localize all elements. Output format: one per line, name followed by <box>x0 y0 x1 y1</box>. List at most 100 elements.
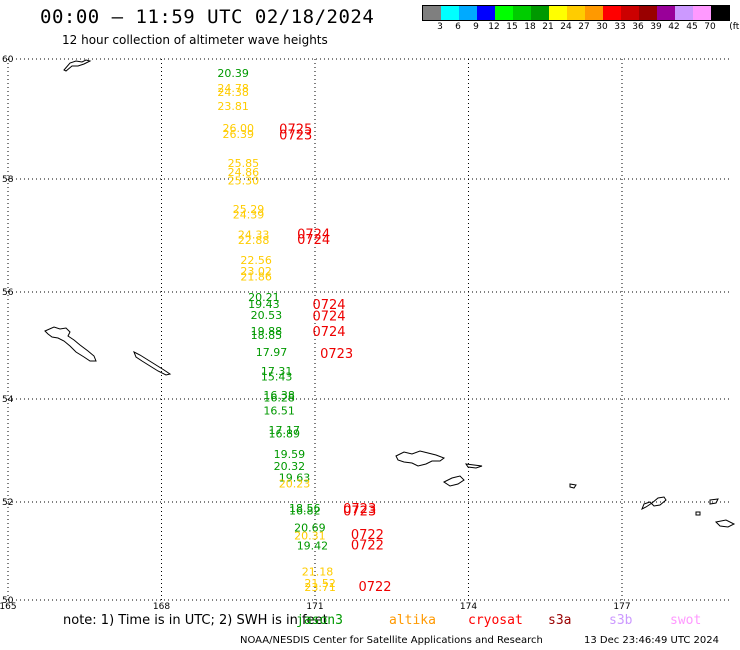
color-scale-swatch <box>459 6 477 20</box>
color-scale-swatch <box>711 6 729 20</box>
wave-height-value: 20.32 <box>274 460 306 473</box>
wave-height-value: 24.86 <box>228 166 260 179</box>
pass-time-label: 0722 <box>351 528 384 543</box>
satellite-legend-item: swot <box>670 613 702 628</box>
color-scale-swatch <box>495 6 513 20</box>
wave-height-value: 15.43 <box>261 370 293 383</box>
color-scale-label: 42 <box>668 22 680 32</box>
color-scale-label: 6 <box>455 22 461 32</box>
coastline-northwest <box>63 59 92 72</box>
color-scale-swatch <box>639 6 657 20</box>
wave-height-value: 20.39 <box>217 67 249 80</box>
coastline-kiska <box>709 498 719 505</box>
color-scale-label: 24 <box>560 22 572 32</box>
coastline-agattu-island <box>443 475 465 487</box>
color-scale-label: 30 <box>596 22 608 32</box>
color-scale-label: 70 <box>704 22 716 32</box>
longitude-tick-label: 177 <box>613 602 630 612</box>
wave-height-value: 16.38 <box>263 389 295 402</box>
color-scale-swatch <box>477 6 495 20</box>
wave-height-value: 24.33 <box>238 228 270 241</box>
color-scale-label: 36 <box>632 22 644 32</box>
latitude-tick-label: 60 <box>2 55 14 65</box>
color-scale-swatch <box>549 6 567 20</box>
pass-time-label: 0724 <box>297 227 330 242</box>
wave-height-value: 22.56 <box>240 254 272 267</box>
latitude-tick-label: 52 <box>2 498 13 508</box>
color-scale-swatch <box>513 6 531 20</box>
wave-height-value: 23.81 <box>217 100 249 113</box>
wave-height-value: 25.30 <box>228 175 260 188</box>
color-scale-label: 33 <box>614 22 626 32</box>
wave-height-value: 24.38 <box>217 86 249 99</box>
color-scale-label: (ft) <box>729 22 740 32</box>
wave-height-value: 20.31 <box>294 530 326 543</box>
wave-height-value: 19.42 <box>297 540 329 553</box>
units-note: note: 1) Time is in UTC; 2) SWH is in fe… <box>63 613 328 628</box>
pass-time-label: 0723 <box>320 347 353 362</box>
coastline-shemya-island <box>464 463 483 469</box>
pass-time-label: 0723 <box>343 502 376 517</box>
wave-height-value: 20.23 <box>279 478 311 491</box>
longitude-tick-label: 174 <box>460 602 477 612</box>
satellite-legend-item: s3b <box>609 613 633 628</box>
pass-time-labels: 0725072307240724072407240724072307230723… <box>279 122 391 595</box>
color-scale-swatch <box>675 6 693 20</box>
pass-time-label: 0723 <box>343 505 376 520</box>
pass-time-label: 0725 <box>279 122 312 137</box>
color-scale-label: 21 <box>542 22 554 32</box>
wave-height-value: 17.31 <box>261 365 293 378</box>
wave-height-value: 23.71 <box>304 581 336 594</box>
color-scale-swatch <box>585 6 603 20</box>
color-scale-label: 9 <box>473 22 479 32</box>
coastline-islet-3 <box>714 519 736 528</box>
color-scale-swatch <box>567 6 585 20</box>
pass-time-label: 0724 <box>312 325 345 340</box>
pass-time-label: 0723 <box>279 128 312 143</box>
color-scale-label: 18 <box>524 22 536 32</box>
wave-height-value: 21.52 <box>304 577 336 590</box>
longitude-tick-label: 165 <box>0 602 17 612</box>
pass-time-label: 0724 <box>312 309 345 324</box>
color-scale-swatch <box>657 6 675 20</box>
graticule <box>7 58 732 601</box>
pass-time-label: 0722 <box>358 580 391 595</box>
color-scale-label: 12 <box>488 22 500 32</box>
map-title: 00:00 – 11:59 UTC 02/18/2024 <box>40 6 375 28</box>
satellite-legend-item: cryosat <box>468 613 523 628</box>
latitude-tick-label: 54 <box>2 395 14 405</box>
color-scale-swatch <box>603 6 621 20</box>
latitude-tick-label: 50 <box>2 596 14 606</box>
color-scale-swatch <box>441 6 459 20</box>
wave-height-value: 22.88 <box>238 234 270 247</box>
pass-time-label: 0724 <box>297 233 330 248</box>
wave-height-value: 19.63 <box>279 471 311 484</box>
coastline-commander-island-large <box>44 326 97 362</box>
wave-height-value: 17.97 <box>256 346 288 359</box>
wave-height-value: 18.85 <box>251 329 283 342</box>
wave-height-value: 25.85 <box>228 157 260 170</box>
footer-credit: NOAA/NESDIS Center for Satellite Applica… <box>240 635 543 646</box>
wave-height-value: 19.43 <box>248 298 280 311</box>
wave-height-value: 21.86 <box>240 271 272 284</box>
wave-height-value: 20.21 <box>248 291 280 304</box>
map-subtitle: 12 hour collection of altimeter wave hei… <box>62 33 328 47</box>
wave-height-value: 20.69 <box>294 521 326 534</box>
coastline-rat-islands <box>641 496 667 511</box>
color-scale-swatch <box>423 6 441 20</box>
longitude-tick-label: 171 <box>306 602 323 612</box>
color-scale-label: 3 <box>437 22 443 32</box>
wave-height-value: 16.28 <box>263 392 295 405</box>
wave-height-value: 20.53 <box>251 309 283 322</box>
color-scale-swatch <box>621 6 639 20</box>
coastline-commander-island-small <box>133 350 172 376</box>
wave-height-value: 17.17 <box>269 424 301 437</box>
pass-time-label: 0722 <box>351 539 384 554</box>
latitude-tick-label: 56 <box>2 288 14 298</box>
longitude-tick-label: 168 <box>153 602 170 612</box>
color-scale-swatch <box>531 6 549 20</box>
